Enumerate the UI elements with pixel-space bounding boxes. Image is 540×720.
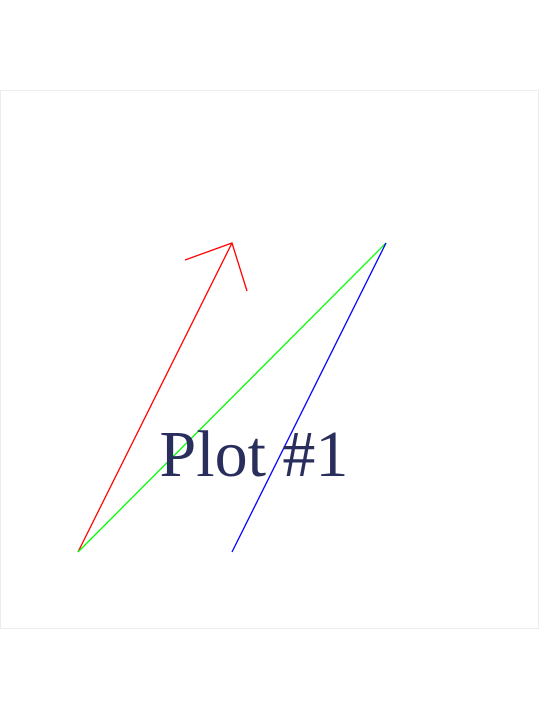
red-vector-shaft <box>77 242 233 553</box>
plot-label: Plot #1 <box>160 418 349 491</box>
red-arrowhead-icon <box>184 242 248 292</box>
green-vector <box>77 242 387 553</box>
blue-vector <box>231 242 387 553</box>
red-vector <box>77 242 248 553</box>
